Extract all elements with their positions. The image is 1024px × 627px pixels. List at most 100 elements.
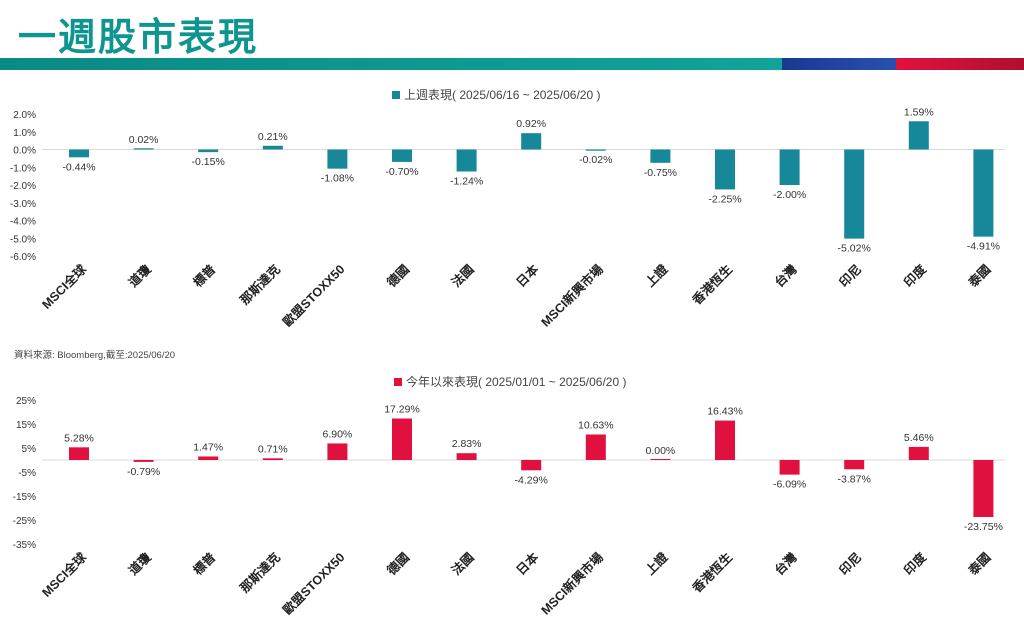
- legend-swatch: [392, 91, 400, 99]
- data-label: -6.09%: [773, 479, 806, 491]
- bar: [69, 149, 89, 158]
- bar: [133, 148, 154, 150]
- y-tick-label: -6.0%: [10, 252, 36, 263]
- legend-label: 上週表現( 2025/06/16 ~ 2025/06/20 ): [404, 88, 600, 102]
- data-label: -1.24%: [450, 176, 483, 188]
- category-label: MSCI新興市場: [538, 549, 606, 617]
- data-label: -5.02%: [838, 243, 871, 255]
- data-label: 16.43%: [707, 406, 743, 418]
- category-label: 那斯達克: [237, 261, 283, 307]
- y-tick-label: -4.0%: [10, 217, 36, 228]
- data-label: 1.59%: [904, 106, 934, 118]
- bar: [327, 149, 348, 169]
- bar: [844, 149, 865, 239]
- category-label: 法國: [448, 550, 476, 578]
- data-label: -4.29%: [515, 474, 548, 486]
- legend-swatch: [394, 378, 402, 386]
- y-tick-label: 1.0%: [13, 128, 36, 139]
- bar-series: [69, 121, 994, 239]
- y-tick-label: 2.0%: [13, 110, 36, 121]
- category-label: 香港恆生: [688, 549, 735, 596]
- bar: [650, 149, 671, 163]
- y-tick-label: -25%: [13, 516, 36, 527]
- category-label: 台灣: [771, 549, 800, 578]
- category-label: 法國: [448, 262, 476, 290]
- data-label: -2.25%: [708, 193, 741, 205]
- bar: [327, 443, 348, 460]
- y-tick-label: -35%: [13, 540, 36, 551]
- y-tick-label: 25%: [16, 396, 36, 407]
- data-labels: -0.44% 0.02% -0.15% 0.21% -1.08% -0.70% -1.24%…: [62, 106, 1000, 254]
- category-label: 歐盟STOXX50: [280, 549, 348, 617]
- y-tick-label: 0.0%: [13, 146, 36, 157]
- category-label: 印尼: [837, 262, 865, 290]
- data-label: 1.47%: [193, 441, 223, 453]
- bar: [585, 149, 606, 151]
- bar: [521, 133, 542, 150]
- category-label: 台灣: [771, 261, 800, 290]
- data-label: 2.83%: [452, 438, 482, 450]
- category-label: 上證: [642, 261, 671, 290]
- data-label: 0.02%: [129, 134, 159, 146]
- data-source-note: 資料來源: Bloomberg,截至:2025/06/20: [14, 350, 176, 361]
- category-label: 泰國: [965, 262, 994, 291]
- category-label: 道瓊: [125, 549, 154, 578]
- data-label: 0.92%: [516, 118, 546, 130]
- category-label: 印度: [901, 549, 930, 578]
- category-label: 那斯達克: [237, 549, 283, 595]
- bar: [198, 149, 219, 153]
- bar: [198, 456, 219, 460]
- data-label: -1.08%: [321, 173, 354, 185]
- legend-label: 今年以來表現( 2025/01/01 ~ 2025/06/20 ): [406, 374, 626, 389]
- category-label: 德國: [384, 262, 412, 290]
- bar: [715, 149, 735, 190]
- x-axis-labels: MSCI全球 道瓊 標普 那斯達克歐盟STOXX50 德國 法國 日本MSCI新興市場 上證香…: [39, 261, 994, 329]
- data-label: -2.00%: [773, 189, 806, 201]
- y-tick-label: -15%: [13, 492, 36, 503]
- category-label: 印度: [901, 261, 930, 290]
- bar: [392, 149, 412, 162]
- data-label: -4.91%: [967, 241, 1000, 253]
- weekly-performance-chart: 上週表現( 2025/06/16 ~ 2025/06/20 ) 2.0% 1.0%…: [10, 88, 1005, 330]
- data-label: 10.63%: [578, 419, 614, 431]
- chart-legend: 上週表現( 2025/06/16 ~ 2025/06/20 ): [392, 88, 600, 102]
- category-label: 標普: [190, 549, 219, 578]
- data-label: 0.00%: [646, 445, 676, 457]
- bar: [650, 459, 671, 460]
- bar: [456, 149, 477, 172]
- header-color-band: [0, 58, 1024, 70]
- data-label: -0.02%: [579, 154, 612, 166]
- bar: [779, 460, 800, 475]
- category-label: MSCI全球: [39, 261, 90, 312]
- data-label: 5.46%: [904, 432, 934, 444]
- data-label: 17.29%: [384, 404, 420, 416]
- data-label: 0.21%: [258, 131, 288, 143]
- category-label: 上證: [642, 549, 671, 578]
- category-label: 歐盟STOXX50: [280, 261, 348, 329]
- category-label: MSCI全球: [39, 549, 90, 600]
- bar: [585, 434, 606, 460]
- bar: [521, 460, 542, 471]
- y-tick-label: 15%: [16, 420, 36, 431]
- bar: [392, 418, 412, 460]
- category-label: MSCI新興市場: [538, 261, 606, 329]
- page-title: 一週股市表現: [18, 15, 259, 59]
- category-label: 香港恆生: [688, 261, 735, 308]
- data-label: 0.71%: [258, 443, 288, 455]
- bar: [456, 453, 477, 460]
- y-tick-label: -5%: [18, 468, 36, 479]
- category-label: 日本: [513, 261, 542, 290]
- data-label: -0.44%: [62, 161, 95, 173]
- bar: [779, 149, 800, 185]
- x-axis-labels: MSCI全球 道瓊 標普 那斯達克歐盟STOXX50 德國 法國 日本MSCI新興市場 上證香…: [39, 549, 994, 617]
- bar: [908, 446, 929, 460]
- bar: [908, 121, 929, 150]
- y-tick-label: -1.0%: [10, 163, 36, 174]
- data-label: -3.87%: [838, 473, 871, 485]
- bar: [844, 460, 865, 470]
- bar-series: [69, 418, 994, 517]
- band-blue-segment: [782, 58, 896, 70]
- category-label: 標普: [190, 261, 219, 290]
- data-label: -0.79%: [127, 466, 160, 478]
- y-tick-label: 5%: [22, 444, 37, 455]
